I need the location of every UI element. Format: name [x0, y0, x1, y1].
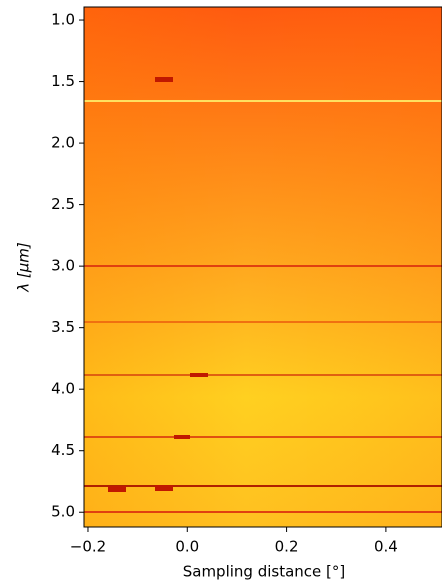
- y-axis-label: λ [μm]: [15, 242, 33, 293]
- x-tick-label: −0.2: [70, 538, 106, 556]
- plot-frame: [83, 6, 442, 528]
- x-tick-label: 0.0: [175, 538, 199, 556]
- y-tick-label: 5.0: [51, 503, 75, 521]
- y-tick-label: 1.0: [51, 11, 75, 29]
- y-tick-label: 1.5: [51, 72, 75, 90]
- y-tick-label: 2.0: [51, 134, 75, 152]
- x-tick-label: 0.2: [275, 538, 299, 556]
- y-tick-label: 4.5: [51, 441, 75, 459]
- y-tick-label: 3.0: [51, 257, 75, 275]
- y-tick-label: 4.0: [51, 380, 75, 398]
- y-tick-label: 2.5: [51, 195, 75, 213]
- x-axis-label: Sampling distance [°]: [183, 563, 346, 581]
- heatmap-image: [84, 7, 442, 527]
- y-tick-label: 3.5: [51, 318, 75, 336]
- x-tick-label: 0.4: [374, 538, 398, 556]
